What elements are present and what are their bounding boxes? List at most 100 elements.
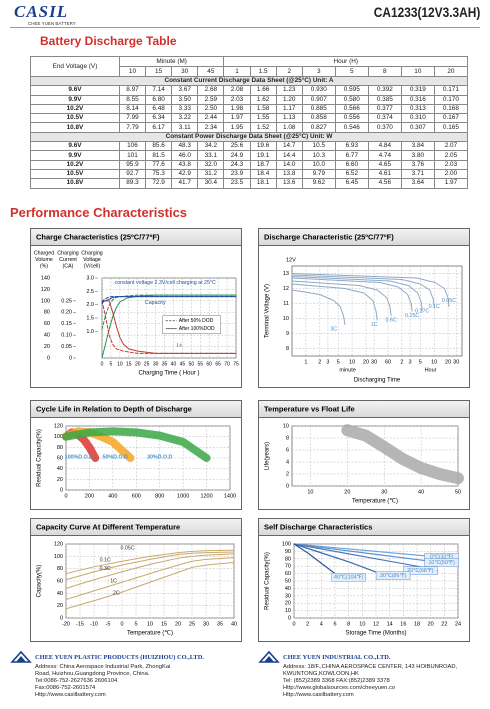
cell: 6.93 xyxy=(334,141,369,152)
chart-panel: Cycle Life in Relation to Depth of Disch… xyxy=(30,400,242,510)
company-detail: Http://www.casilbattery.com xyxy=(283,692,354,698)
column-header: 10 xyxy=(400,66,435,77)
legend-box xyxy=(162,315,221,334)
data-row: 10.8V 89.3 72.9 41.7 30.4 23.5 18.1 13.6 9.62 6.4… xyxy=(30,178,469,189)
end-voltage: 9.6V xyxy=(30,141,120,152)
cell: 10.3 xyxy=(301,150,336,161)
cell: 6.48 xyxy=(145,103,173,115)
table-title: Battery Discharge Table xyxy=(40,34,177,48)
y-tick-label: 120 xyxy=(41,287,50,293)
annotation: 20℃(68℉) xyxy=(407,568,434,574)
y-tick-label: 13 xyxy=(283,271,289,277)
cell: 46.0 xyxy=(171,150,199,161)
cell: 4.65 xyxy=(367,159,402,170)
x-tick-label: 600 xyxy=(132,493,141,499)
x-tick-label: 65 xyxy=(215,361,221,367)
y-tick-label: 0 xyxy=(60,487,63,493)
cell: 2.07 xyxy=(433,141,469,152)
company-detail: Tel:0086-752-2627636 2606104 xyxy=(35,678,118,684)
y2-tick-label: 0.20 xyxy=(61,310,72,316)
x-tick-label: 40 xyxy=(418,489,424,495)
cell: 81.5 xyxy=(145,150,173,161)
cell: 4.56 xyxy=(367,178,402,189)
y-axis-label: Residual Capacity(%) xyxy=(37,429,43,487)
axis-unit-label: 12V xyxy=(286,257,296,263)
cell: 43.8 xyxy=(171,159,199,170)
cell: 7.79 xyxy=(118,122,147,133)
x-tick-label: 10 xyxy=(147,621,153,627)
data-row: 10.2V 95.9 77.6 43.8 32.0 24.3 18.7 14.0 10.0 6.6… xyxy=(30,159,469,170)
cell: 1.95 xyxy=(223,122,251,133)
chart-title: Cycle Life in Relation to Depth of Disch… xyxy=(36,404,192,413)
cell: 3.22 xyxy=(171,113,199,124)
curve xyxy=(291,273,450,307)
title-bar xyxy=(30,518,242,536)
y-tick-label: 0 xyxy=(60,615,63,621)
y-tick-label: 120 xyxy=(54,541,63,547)
cell: 0.392 xyxy=(367,85,402,96)
company-name: CHEE YUEN INDUSTRIAL CO.,LTD. xyxy=(283,654,391,661)
y-tick-label: 6 xyxy=(286,447,289,453)
cell: 8.97 xyxy=(118,85,147,96)
y-tick-label: 40 xyxy=(57,466,63,472)
cell: 0.319 xyxy=(400,85,435,96)
x-axis-label: Discharging Time xyxy=(354,378,401,384)
annotation: constant voltage 2.3V/cell charging at 2… xyxy=(115,280,217,286)
cell: 0.316 xyxy=(400,94,435,105)
cell: 2.03 xyxy=(223,94,251,105)
chart-title: Capacity Curve At Different Temperature xyxy=(36,522,180,531)
y3-tick-label: 1.0 xyxy=(86,329,94,335)
chart-panel: Temperature vs Float Life 0 2 4 6 8 10 10 20 30 40… xyxy=(258,400,470,510)
y2-tick-label: 0.15 xyxy=(61,321,72,327)
company-logo xyxy=(258,650,280,663)
y3-tick-label: 2.0 xyxy=(86,302,94,308)
company-name: CHEE YUEN PLASTIC PRODUCTS (HUIZHOU) CO.… xyxy=(35,654,204,661)
y2-tick-label: 0.10 xyxy=(61,333,72,339)
cell: 4.61 xyxy=(367,168,402,180)
annotation: 3C xyxy=(330,326,337,332)
chart-panel: Capacity Curve At Different Temperature 0… xyxy=(30,518,242,642)
x-tick-label: 55 xyxy=(197,361,203,367)
y-tick-label: 70 xyxy=(285,564,291,570)
annotation: Capacity xyxy=(145,300,166,306)
column-header: 15 xyxy=(145,66,173,77)
y-tick-label: 30 xyxy=(285,593,291,599)
end-voltage: 9.6V xyxy=(30,85,120,96)
group-header: Minute (M) xyxy=(118,56,225,67)
y-tick-label: 80 xyxy=(44,310,50,316)
cell: 2.59 xyxy=(197,94,225,105)
cell: 24.3 xyxy=(223,159,251,170)
x-tick-label: 25 xyxy=(144,361,150,367)
annotation: 10℃(50℉) xyxy=(428,560,455,566)
x-tick-label: 22 xyxy=(441,621,447,627)
x-tick-label: 0 xyxy=(64,493,67,499)
cell: 92.7 xyxy=(118,168,147,180)
section-heading: Constant Power Discharge Data Sheet (@25… xyxy=(30,131,468,143)
cell: 23.5 xyxy=(223,178,251,189)
x-tick-label: 1000 xyxy=(177,493,189,499)
cell: 19.1 xyxy=(249,150,277,161)
x-tick-label: 12 xyxy=(373,621,379,627)
cell: 24.9 xyxy=(223,150,251,161)
x-tick-label: 200 xyxy=(85,493,94,499)
chart-panel: Self Discharge Characteristics0102030405… xyxy=(258,518,470,642)
label-box xyxy=(331,573,366,582)
cell: 101 xyxy=(118,150,147,161)
annotation: 2C xyxy=(113,591,120,597)
y-tick-label: 80 xyxy=(285,556,291,562)
annotation: 30%D.O.D xyxy=(147,454,172,460)
y-tick-label: 100 xyxy=(282,541,291,547)
y-tick-label: 80 xyxy=(57,566,63,572)
end-voltage: 9.9V xyxy=(30,150,120,161)
x-axis-label: Storage Time (Months) xyxy=(345,631,406,637)
cell: 1.97 xyxy=(223,113,251,124)
y-axis-label: Residual Capacity(%) xyxy=(265,552,271,610)
y-tick-label: 100 xyxy=(54,434,63,440)
cell: 85.6 xyxy=(145,141,173,152)
y3-tick-label: 2.5 xyxy=(86,289,94,295)
discharge-table: End Voltage (V) Minute (M) Hour (H) 10 15 30 4… xyxy=(30,56,469,189)
x-axis-label: Temperature (℃) xyxy=(352,499,398,505)
column-header: 30 xyxy=(171,66,199,77)
y3-tick-label: 1.5 xyxy=(86,315,94,321)
